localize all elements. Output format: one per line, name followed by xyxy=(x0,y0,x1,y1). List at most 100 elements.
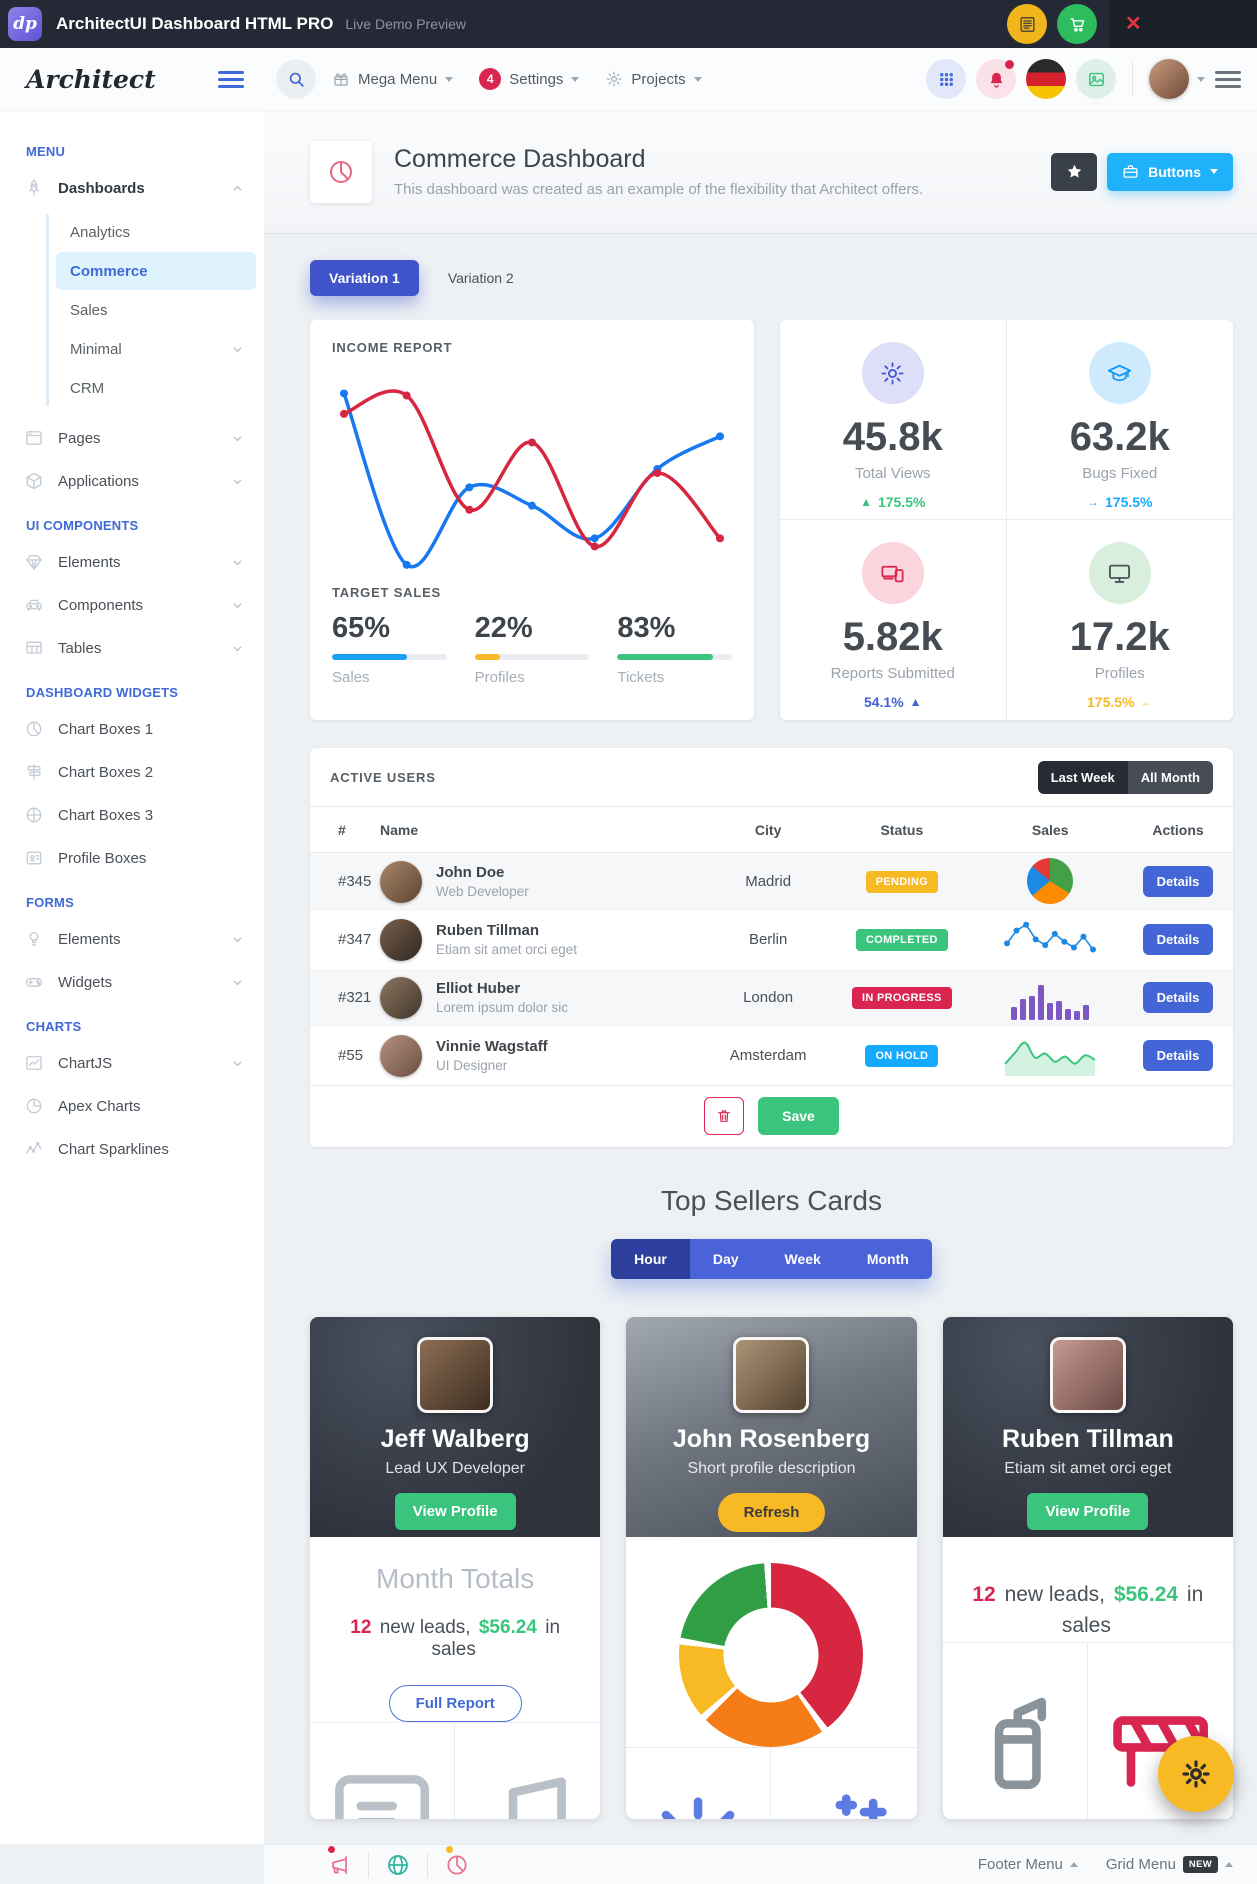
card-action-view-profile[interactable]: View Profile xyxy=(310,1722,456,1819)
search-button[interactable] xyxy=(276,59,316,99)
sidebar-item-applications[interactable]: Applications xyxy=(8,460,256,502)
nav-item-settings[interactable]: 4 Settings xyxy=(469,60,589,98)
globe-footer-button[interactable] xyxy=(385,1852,411,1878)
avatar xyxy=(417,1336,494,1413)
pie-chart-icon xyxy=(24,719,44,739)
page-description: This dashboard was created as an example… xyxy=(394,181,924,198)
details-button[interactable]: Details xyxy=(1142,1040,1214,1071)
grid-menu-dropdown[interactable]: Grid Menu NEW xyxy=(1106,1856,1233,1873)
full-report-button[interactable]: Full Report xyxy=(388,1684,522,1722)
sidebar-item-chart-boxes-2[interactable]: Chart Boxes 2 xyxy=(8,751,256,793)
sidebar-item-label: Chart Boxes 2 xyxy=(58,763,154,781)
sidebar-item-elements[interactable]: Elements xyxy=(8,541,256,583)
architect-logo[interactable]: Architect xyxy=(26,64,156,94)
sidebar-item-pages[interactable]: Pages xyxy=(8,417,256,459)
user-name: Vinnie Wagstaff xyxy=(436,1038,548,1055)
pie-chart-footer-button[interactable] xyxy=(444,1845,470,1878)
header-menu-toggle[interactable] xyxy=(1215,67,1241,92)
stat-box-bugs-fixed: 63.2k Bugs Fixed → 175.5% xyxy=(1006,320,1233,520)
status-badge: COMPLETED xyxy=(855,928,948,951)
avatar xyxy=(380,860,422,903)
toggle-all-month[interactable]: All Month xyxy=(1127,760,1213,794)
sidebar-item-components[interactable]: Components xyxy=(8,584,256,626)
avatar xyxy=(380,918,422,961)
sidebar-item-chart-sparklines[interactable]: Chart Sparklines xyxy=(8,1128,256,1170)
sidebar-item-sales[interactable]: Sales xyxy=(56,291,256,329)
architectui-dp-logo[interactable]: dp xyxy=(8,7,42,41)
sidebar-item-chart-boxes-3[interactable]: Chart Boxes 3 xyxy=(8,794,256,836)
chevron-down-icon xyxy=(1197,76,1205,82)
view-profile-button[interactable]: View Profile xyxy=(394,1492,516,1530)
buttons-dropdown[interactable]: Buttons xyxy=(1107,152,1233,191)
save-button[interactable]: Save xyxy=(758,1097,839,1135)
seller-card-ruben-tillman: Ruben Tillman Etiam sit amet orci eget V… xyxy=(942,1316,1233,1819)
language-flag-de-button[interactable] xyxy=(1026,59,1066,99)
sidebar-item-minimal[interactable]: Minimal xyxy=(56,330,256,368)
footer-menu-dropdown[interactable]: Footer Menu xyxy=(978,1856,1078,1873)
details-button[interactable]: Details xyxy=(1142,924,1214,955)
card-action-automation[interactable]: Automation xyxy=(943,1642,1088,1819)
top-sellers-heading: Top Sellers Cards xyxy=(661,1184,882,1216)
tab-day[interactable]: Day xyxy=(689,1238,762,1279)
demo-close-panel: ✕ xyxy=(1109,0,1257,48)
sidebar-item-tables[interactable]: Tables xyxy=(8,627,256,669)
gallery-image-icon xyxy=(1087,70,1106,89)
delete-button[interactable] xyxy=(704,1097,745,1135)
favorite-button[interactable] xyxy=(1051,152,1098,191)
sidebar-item-commerce[interactable]: Commerce xyxy=(56,252,256,290)
nav-item-projects[interactable]: Projects xyxy=(595,62,711,96)
stat-value: 5.82k xyxy=(842,615,943,659)
user-name: Elliot Huber xyxy=(436,980,521,997)
sidebar-item-dashboards[interactable]: Dashboards xyxy=(8,167,256,209)
sidebar-item-elements[interactable]: Elements xyxy=(8,918,256,960)
buy-button[interactable] xyxy=(1057,4,1097,44)
graduation-cap-icon xyxy=(1106,360,1133,387)
tab-week[interactable]: Week xyxy=(761,1238,844,1279)
megaphone-footer-button[interactable] xyxy=(326,1845,352,1878)
sidebar-item-chart-boxes-1[interactable]: Chart Boxes 1 xyxy=(8,708,256,750)
card-action-reports[interactable]: Reports xyxy=(1088,1643,1233,1819)
music-note-icon xyxy=(463,1743,592,1819)
progress-bar xyxy=(332,654,447,660)
user-name: John Doe xyxy=(436,864,505,882)
gear-icon xyxy=(879,360,906,387)
user-menu[interactable] xyxy=(1149,59,1205,99)
sidebar-toggle-button[interactable] xyxy=(218,67,244,92)
nav-item-mega-menu[interactable]: Mega Menu xyxy=(322,62,463,96)
sales-sparkline-chart xyxy=(1011,976,1090,1020)
tab-variation-2[interactable]: Variation 2 xyxy=(429,260,533,296)
lightbulb-icon xyxy=(24,929,44,949)
car-icon xyxy=(24,595,44,615)
user-id: #347 xyxy=(338,931,372,948)
card-action-view-profile[interactable]: View Profile xyxy=(626,1747,772,1819)
pie-chart-icon xyxy=(326,157,356,187)
docs-button[interactable] xyxy=(1007,4,1047,44)
toggle-last-week[interactable]: Last Week xyxy=(1037,760,1128,794)
card-action-view-leads[interactable]: View Leads xyxy=(771,1748,916,1819)
refresh-button[interactable]: Refresh xyxy=(717,1492,826,1532)
notification-dot xyxy=(328,1845,335,1853)
sidebar-item-profile-boxes[interactable]: Profile Boxes xyxy=(8,837,256,879)
income-report-title: INCOME REPORT xyxy=(332,340,453,355)
sidebar-item-widgets[interactable]: Widgets xyxy=(8,961,256,1003)
close-icon[interactable]: ✕ xyxy=(1125,13,1142,35)
view-profile-button[interactable]: View Profile xyxy=(1027,1492,1149,1530)
sidebar-item-crm[interactable]: CRM xyxy=(56,369,256,407)
sidebar-item-label: Chart Sparklines xyxy=(58,1140,169,1158)
theme-settings-button[interactable] xyxy=(1158,1736,1234,1812)
avatar xyxy=(733,1336,810,1413)
sidebar-item-chartjs[interactable]: ChartJS xyxy=(8,1042,256,1084)
sidebar-item-label: Elements xyxy=(58,553,121,571)
notifications-bell-button[interactable] xyxy=(976,59,1016,99)
tab-month[interactable]: Month xyxy=(843,1238,932,1279)
tab-variation-1[interactable]: Variation 1 xyxy=(310,260,419,296)
card-action-leads-generated[interactable]: Leads Generated xyxy=(455,1723,600,1819)
apps-grid-button[interactable] xyxy=(926,59,966,99)
sidebar-item-analytics[interactable]: Analytics xyxy=(56,213,256,251)
details-button[interactable]: Details xyxy=(1142,866,1214,898)
metric-value: 83% xyxy=(617,612,676,644)
sidebar-item-apex-charts[interactable]: Apex Charts xyxy=(8,1085,256,1127)
gallery-image-button[interactable] xyxy=(1076,59,1116,99)
details-button[interactable]: Details xyxy=(1142,982,1214,1013)
tab-hour[interactable]: Hour xyxy=(611,1238,690,1279)
